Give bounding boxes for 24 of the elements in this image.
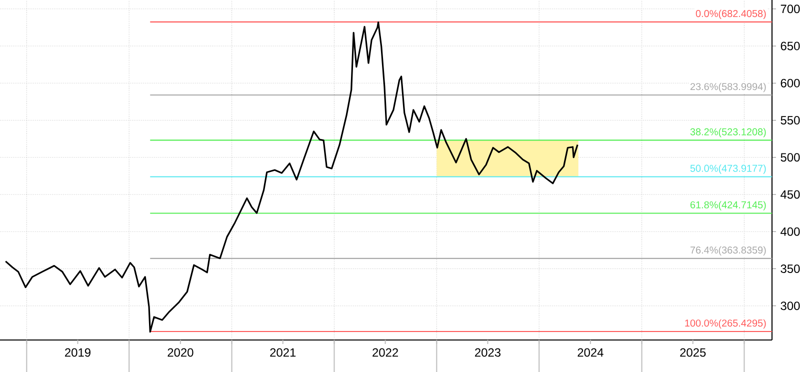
y-tick-label: 350 bbox=[780, 264, 800, 273]
ref-line-label: 50.0%(473.9177) bbox=[690, 164, 766, 174]
x-tick-label: 2019 bbox=[65, 348, 90, 357]
y-tick-label: 300 bbox=[780, 302, 800, 310]
x-tick-label: 2023 bbox=[475, 348, 500, 357]
y-tick-label: 600 bbox=[780, 78, 800, 88]
x-tick-label: 2021 bbox=[270, 348, 296, 357]
y-tick-label: 700 bbox=[780, 4, 800, 14]
x-tick-label: 2022 bbox=[372, 348, 398, 357]
y-tick-label: 550 bbox=[780, 116, 800, 124]
ref-line-label: 61.8%(424.7145) bbox=[690, 201, 766, 210]
x-tick-label: 2025 bbox=[680, 348, 706, 357]
x-tick-label: 2020 bbox=[168, 348, 194, 357]
line-series bbox=[4, 21, 578, 333]
ref-line-label: 76.4%(363.8359) bbox=[690, 246, 766, 256]
ref-line-label: 23.6%(583.9994) bbox=[690, 82, 766, 92]
y-tick-label: 400 bbox=[780, 227, 800, 236]
y-tick-label: 450 bbox=[780, 190, 800, 199]
y-tick-label: 650 bbox=[780, 42, 800, 50]
ref-line-label: 100.0%(265.4295) bbox=[685, 319, 766, 329]
ref-line-label: 38.2%(523.1208) bbox=[690, 128, 766, 138]
x-tick-label: 2024 bbox=[578, 348, 604, 357]
y-tick-label: 500 bbox=[780, 153, 800, 162]
ref-line-label: 0.0%(682.4058) bbox=[696, 10, 766, 20]
